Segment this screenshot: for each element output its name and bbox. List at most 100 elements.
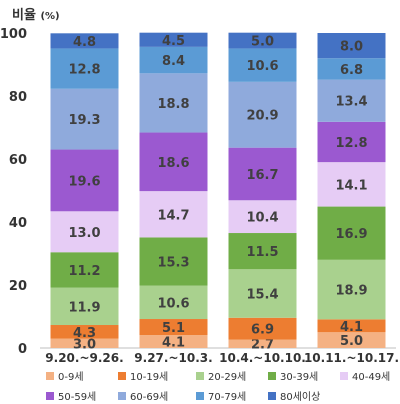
data-label: 3.0 xyxy=(73,337,96,352)
x-category-label: 9.20.~9.26. xyxy=(45,351,123,364)
y-tick-label: 100 xyxy=(0,27,27,42)
legend-item: 80세이상 xyxy=(268,388,320,403)
legend-label: 50-59세 xyxy=(58,392,97,403)
bar-segment xyxy=(139,132,208,192)
bar-segment xyxy=(50,252,119,288)
data-label: 14.7 xyxy=(157,208,189,223)
y-tick-label: 20 xyxy=(9,279,27,294)
bar-segment xyxy=(50,325,119,339)
y-tick-label: 60 xyxy=(9,153,27,168)
data-label: 6.9 xyxy=(251,323,274,338)
data-label: 6.8 xyxy=(340,63,363,78)
data-label: 4.1 xyxy=(162,336,185,351)
data-label: 5.0 xyxy=(340,334,363,349)
data-label: 5.0 xyxy=(251,35,274,50)
bar-segment xyxy=(317,58,386,80)
y-tick-label: 40 xyxy=(9,216,27,231)
bar-segment xyxy=(50,33,119,49)
stacked-bar-chart: 0 20 40 60 80 100 3.04.3 11.9 11.2 13.0 19.6 19.3 12… xyxy=(0,27,399,364)
data-label: 10.4 xyxy=(246,211,278,226)
bar-segment xyxy=(139,32,208,47)
bar-segment xyxy=(139,319,208,336)
data-label: 13.0 xyxy=(68,226,100,241)
bar-segment xyxy=(50,149,119,212)
y-axis-title: 비율 (%) xyxy=(12,4,60,23)
data-label: 5.1 xyxy=(162,321,185,336)
legend-swatch xyxy=(268,391,276,400)
bar-segment xyxy=(228,339,297,348)
legend-item: 50-59세 xyxy=(46,388,96,403)
bar-segment xyxy=(228,81,297,148)
bar-segment xyxy=(139,335,208,348)
data-label: 8.4 xyxy=(162,54,185,69)
bar-segment xyxy=(228,48,297,82)
legend-label: 70-79세 xyxy=(208,392,247,403)
bar-segment xyxy=(317,206,386,260)
legend-item: 60-69세 xyxy=(118,388,168,403)
data-label: 18.8 xyxy=(157,97,189,112)
data-label: 16.9 xyxy=(335,227,367,242)
legend-swatch xyxy=(118,391,126,400)
data-label: 10.6 xyxy=(246,59,278,74)
bar-segment xyxy=(139,237,208,286)
bar-segment xyxy=(317,121,386,163)
bar-segment xyxy=(228,269,297,318)
y-axis-label: 비율 xyxy=(12,8,36,23)
data-label: 11.5 xyxy=(246,245,278,260)
bar-segment xyxy=(50,211,119,253)
data-label: 12.8 xyxy=(68,63,100,78)
legend-item: 20-29세 xyxy=(196,368,246,383)
bar-segment xyxy=(317,319,386,333)
data-label: 2.7 xyxy=(251,338,274,353)
legend-label: 30-39세 xyxy=(280,372,319,383)
bar-segment xyxy=(228,32,297,49)
bar-segment xyxy=(139,46,208,74)
bar-segment xyxy=(50,88,119,150)
data-label: 19.3 xyxy=(68,113,100,128)
data-label: 10.6 xyxy=(157,296,189,311)
bar-segment xyxy=(139,73,208,133)
data-label: 19.6 xyxy=(68,174,100,189)
legend-label: 0-9세 xyxy=(58,372,84,383)
data-label: 20.9 xyxy=(246,109,278,124)
legend-swatch xyxy=(46,371,54,380)
bar-segment xyxy=(317,162,386,207)
bar-segment xyxy=(317,259,386,320)
bar-segment xyxy=(50,48,119,89)
legend-label: 80세이상 xyxy=(280,392,321,403)
bar-segment xyxy=(228,200,297,234)
x-category-label: 10.11.~10.17. xyxy=(304,351,399,364)
data-label: 13.4 xyxy=(335,95,367,110)
data-label: 4.3 xyxy=(73,326,96,341)
legend-swatch xyxy=(46,391,54,400)
data-label: 4.1 xyxy=(340,320,363,335)
data-label: 11.2 xyxy=(68,264,100,279)
legend-swatch xyxy=(118,371,126,380)
legend-label: 60-69세 xyxy=(130,392,169,403)
bar-segment xyxy=(317,33,386,59)
bar-segment xyxy=(317,79,386,122)
data-label: 4.8 xyxy=(73,35,96,50)
x-category-label: 9.27.~10.3. xyxy=(134,351,212,364)
y-tick-label: 0 xyxy=(18,342,27,357)
bar-segment xyxy=(228,317,297,340)
legend-swatch xyxy=(196,391,204,400)
data-label: 15.3 xyxy=(157,256,189,271)
chart-legend: 0-9세 10-19세 20-29세 30-39세 40-49세 50-59세 60-69세… xyxy=(0,364,400,404)
data-label: 12.8 xyxy=(335,136,367,151)
legend-label: 10-19세 xyxy=(130,372,169,383)
data-label: 4.5 xyxy=(162,34,185,49)
legend-swatch xyxy=(268,371,276,380)
legend-label: 20-29세 xyxy=(208,372,247,383)
bar-segment xyxy=(50,338,119,348)
legend-swatch xyxy=(196,371,204,380)
y-tick-label: 80 xyxy=(9,90,27,105)
legend-item: 10-19세 xyxy=(118,368,168,383)
data-label: 16.7 xyxy=(246,168,278,183)
legend-label: 40-49세 xyxy=(352,372,391,383)
legend-item: 70-79세 xyxy=(196,388,246,403)
bar-segment xyxy=(228,147,297,201)
data-label: 11.9 xyxy=(68,300,100,315)
bar-segment xyxy=(228,233,297,270)
legend-swatch xyxy=(340,371,348,380)
